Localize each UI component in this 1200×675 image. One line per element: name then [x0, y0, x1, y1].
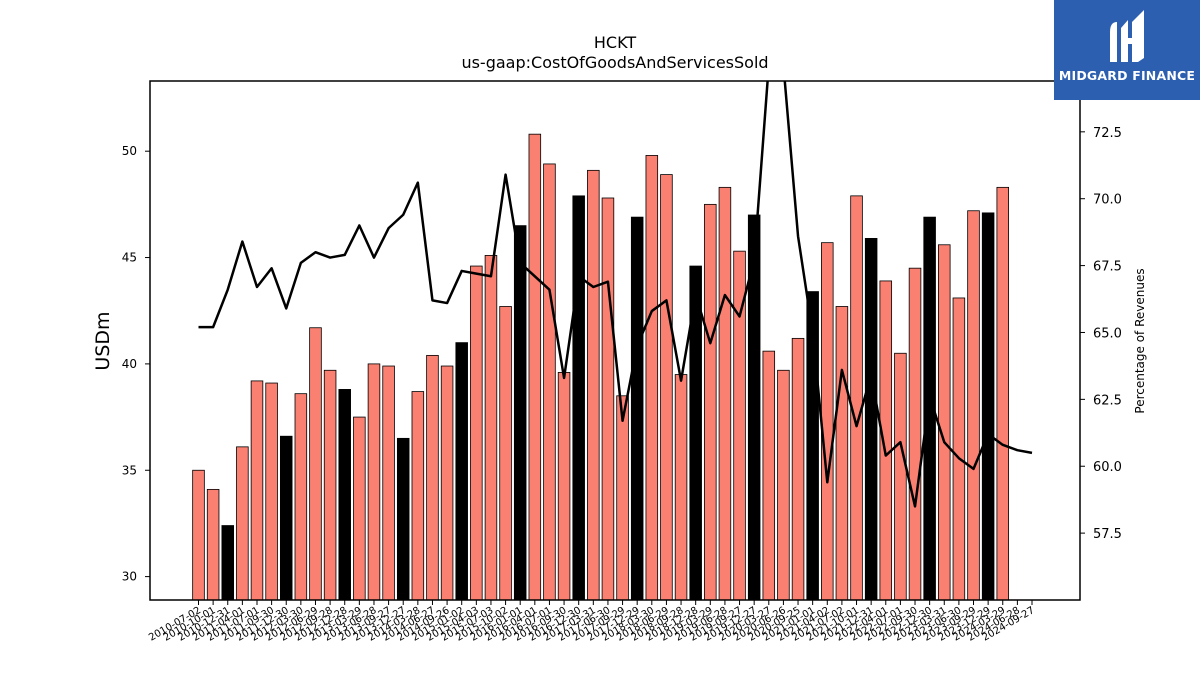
- line-layer: [198, 81, 1033, 508]
- y2-tick-label: 57.5: [1093, 527, 1122, 542]
- y-tick-label: 45: [122, 251, 137, 265]
- bar: [791, 337, 805, 601]
- bar: [557, 372, 571, 601]
- bar: [674, 374, 688, 601]
- bar: [894, 352, 907, 601]
- y-tick-label: 30: [122, 570, 137, 584]
- bar: [426, 354, 439, 601]
- y2-tick-label: 65.0: [1093, 326, 1122, 341]
- bars-layer: [192, 133, 1010, 601]
- y2-axis-label: Percentage of Revenues: [1133, 268, 1147, 413]
- bar: [396, 437, 410, 601]
- bar: [601, 197, 615, 601]
- bar: [660, 174, 673, 601]
- bar: [762, 350, 776, 601]
- bar: [572, 195, 585, 601]
- y2-tick-label: 70.0: [1093, 193, 1122, 208]
- bar: [323, 369, 337, 601]
- bar: [952, 297, 966, 601]
- y2-tick-label: 67.5: [1093, 260, 1122, 275]
- bar: [411, 391, 425, 601]
- bar: [513, 225, 527, 601]
- bar: [279, 435, 293, 601]
- bar: [338, 389, 351, 601]
- chart-subtitle: us-gaap:CostOfGoodsAndServicesSold: [461, 53, 768, 72]
- brand-logo: MIDGARD FINANCE: [1054, 0, 1200, 100]
- bar: [850, 195, 863, 601]
- bar: [192, 469, 205, 601]
- bar: [981, 212, 995, 601]
- bar: [616, 395, 629, 601]
- y-axis-right: 57.5 60.0 62.5 65.0 67.5 70.0 72.5: [1080, 126, 1122, 542]
- midgard-logo-icon: [1110, 10, 1144, 62]
- bar: [367, 363, 381, 601]
- y2-tick-label: 62.5: [1093, 393, 1122, 408]
- y2-tick-label: 60.0: [1093, 460, 1122, 475]
- bar: [718, 186, 732, 601]
- bar: [879, 280, 893, 601]
- series-line: [198, 81, 1033, 508]
- chart-title: HCKT: [594, 33, 636, 52]
- y2-tick-label: 72.5: [1093, 126, 1122, 141]
- bar: [499, 306, 512, 601]
- bar: [440, 365, 454, 601]
- bar: [353, 416, 366, 601]
- bar: [704, 203, 717, 601]
- bar: [221, 525, 234, 601]
- bar: [645, 155, 659, 601]
- bar: [382, 365, 395, 601]
- bar: [265, 382, 278, 601]
- bar: [996, 186, 1010, 601]
- bar: [309, 327, 322, 601]
- bar: [835, 306, 849, 601]
- bar: [821, 242, 834, 601]
- bar: [777, 369, 790, 601]
- bar: [250, 380, 264, 601]
- y-axis-left: 30 35 40 45 50: [122, 144, 150, 584]
- bar: [938, 244, 951, 601]
- bar: [967, 210, 980, 601]
- bar: [484, 255, 498, 601]
- bar: [236, 446, 249, 601]
- y-axis-label: USDm: [92, 311, 114, 370]
- bar: [470, 265, 483, 601]
- bar: [587, 169, 600, 601]
- plot-frame: [149, 80, 1081, 601]
- x-axis: 2010-07-022010-10-012010-12-312011-04-01…: [147, 600, 1037, 644]
- bar: [528, 133, 542, 601]
- y-tick-label: 40: [122, 357, 137, 371]
- bar: [630, 216, 644, 601]
- y-tick-label: 50: [122, 144, 137, 158]
- bar: [908, 267, 922, 601]
- bar: [294, 393, 308, 601]
- bar: [455, 342, 468, 601]
- bar: [543, 163, 556, 601]
- y-tick-label: 35: [122, 463, 137, 477]
- bar: [206, 488, 220, 601]
- brand-name: MIDGARD FINANCE: [1058, 68, 1196, 83]
- bar: [864, 237, 878, 601]
